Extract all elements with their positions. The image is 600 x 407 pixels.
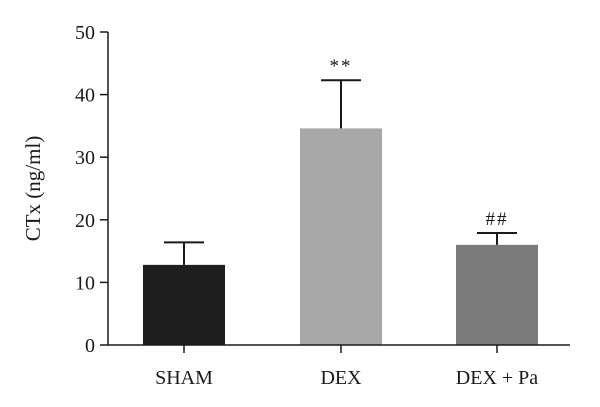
y-axis-title: CTx (ng/ml) — [21, 136, 45, 242]
y-tick-label: 20 — [75, 210, 95, 232]
bars — [143, 128, 538, 345]
x-tick-label: DEX — [320, 367, 362, 389]
significance-label: ** — [330, 56, 353, 77]
significance-label: ## — [486, 209, 509, 230]
bar — [300, 128, 382, 345]
y-axis: 0 10 20 30 40 50 — [75, 22, 109, 357]
x-tick-label: DEX + Pa — [456, 367, 539, 389]
bar — [143, 264, 225, 345]
y-tick-label: 50 — [75, 22, 95, 44]
y-tick-label: 0 — [85, 335, 95, 357]
bar — [456, 244, 538, 345]
y-tick-label: 40 — [75, 85, 95, 107]
x-tick-label: SHAM — [155, 367, 213, 389]
error-bars — [164, 79, 517, 265]
significance-labels: ** ## — [330, 56, 509, 230]
y-tick-label: 10 — [75, 272, 95, 294]
y-tick-label: 30 — [75, 147, 95, 169]
x-axis: SHAM DEX DEX + Pa — [108, 344, 570, 389]
